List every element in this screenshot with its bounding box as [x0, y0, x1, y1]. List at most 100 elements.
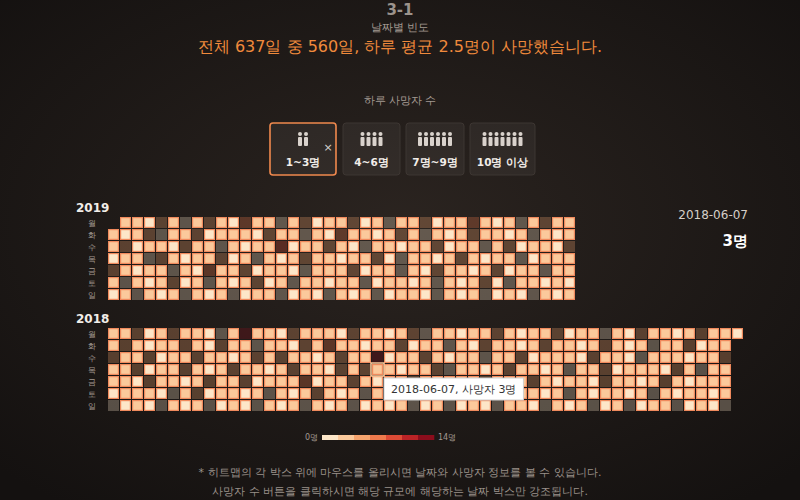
- day-cell[interactable]: [660, 376, 671, 387]
- day-cell[interactable]: [373, 278, 383, 288]
- day-cell[interactable]: [325, 377, 335, 387]
- day-cell[interactable]: [553, 365, 563, 375]
- day-cell[interactable]: [516, 352, 527, 363]
- day-cell[interactable]: [529, 266, 539, 276]
- day-cell[interactable]: [241, 401, 251, 411]
- day-cell[interactable]: [397, 401, 407, 411]
- day-cell[interactable]: [133, 254, 143, 264]
- day-cell[interactable]: [157, 353, 167, 363]
- day-cell[interactable]: [156, 400, 167, 411]
- day-cell[interactable]: [132, 364, 143, 375]
- day-cell[interactable]: [673, 329, 683, 339]
- day-cell[interactable]: [265, 329, 275, 339]
- day-cell[interactable]: [325, 389, 335, 399]
- day-cell[interactable]: [505, 254, 515, 264]
- day-cell[interactable]: [720, 400, 731, 411]
- day-cell[interactable]: [672, 400, 683, 411]
- day-cell[interactable]: [109, 242, 119, 252]
- day-cell[interactable]: [661, 365, 671, 375]
- day-cell[interactable]: [157, 377, 167, 387]
- day-cell[interactable]: [229, 341, 239, 351]
- day-cell[interactable]: [421, 278, 431, 288]
- day-cell[interactable]: [181, 266, 191, 276]
- day-cell[interactable]: [241, 365, 251, 375]
- day-cell[interactable]: [277, 401, 287, 411]
- day-cell[interactable]: [265, 242, 275, 252]
- day-cell[interactable]: [168, 328, 179, 339]
- day-cell[interactable]: [564, 388, 575, 399]
- day-cell[interactable]: [432, 364, 443, 375]
- day-cell[interactable]: [589, 389, 599, 399]
- day-cell[interactable]: [492, 400, 503, 411]
- day-cell[interactable]: [360, 277, 371, 288]
- day-cell[interactable]: [685, 365, 695, 375]
- day-cell[interactable]: [613, 329, 623, 339]
- day-cell[interactable]: [349, 254, 359, 264]
- day-cell[interactable]: [240, 376, 251, 387]
- day-cell[interactable]: [181, 278, 191, 288]
- day-cell[interactable]: [193, 401, 203, 411]
- day-cell[interactable]: [109, 341, 119, 351]
- day-cell[interactable]: [360, 364, 371, 375]
- day-cell[interactable]: [133, 389, 143, 399]
- day-cell[interactable]: [685, 353, 695, 363]
- day-cell[interactable]: [468, 229, 479, 240]
- day-cell[interactable]: [517, 230, 527, 240]
- day-cell[interactable]: [169, 401, 179, 411]
- day-cell[interactable]: [193, 329, 203, 339]
- day-cell[interactable]: [721, 377, 731, 387]
- day-cell[interactable]: [300, 253, 311, 264]
- day-cell[interactable]: [312, 388, 323, 399]
- day-cell[interactable]: [541, 377, 551, 387]
- day-cell[interactable]: [493, 230, 503, 240]
- day-cell[interactable]: [289, 218, 299, 228]
- day-cell[interactable]: [517, 341, 527, 351]
- day-cell[interactable]: [493, 218, 503, 228]
- day-cell[interactable]: [337, 401, 347, 411]
- filter-button-box[interactable]: [270, 123, 336, 175]
- day-cell[interactable]: [181, 377, 191, 387]
- day-cell[interactable]: [325, 266, 335, 276]
- day-cell[interactable]: [277, 278, 287, 288]
- day-cell[interactable]: [565, 218, 575, 228]
- day-cell[interactable]: [433, 353, 443, 363]
- day-cell[interactable]: [241, 353, 251, 363]
- day-cell[interactable]: [205, 365, 215, 375]
- day-cell[interactable]: [421, 242, 431, 252]
- day-cell[interactable]: [289, 353, 299, 363]
- day-cell[interactable]: [241, 278, 251, 288]
- day-cell[interactable]: [192, 388, 203, 399]
- day-cell[interactable]: [325, 278, 335, 288]
- day-cell[interactable]: [408, 400, 419, 411]
- day-cell[interactable]: [325, 230, 335, 240]
- day-cell[interactable]: [253, 377, 263, 387]
- day-cell[interactable]: [360, 388, 371, 399]
- day-cell[interactable]: [337, 389, 347, 399]
- day-cell[interactable]: [133, 353, 143, 363]
- day-cell[interactable]: [385, 401, 395, 411]
- day-cell[interactable]: [325, 218, 335, 228]
- day-cell[interactable]: [649, 329, 659, 339]
- day-cell[interactable]: [169, 377, 179, 387]
- day-cell[interactable]: [361, 401, 371, 411]
- day-cell[interactable]: [613, 341, 623, 351]
- day-cell[interactable]: [205, 230, 215, 240]
- day-cell[interactable]: [337, 341, 347, 351]
- day-cell[interactable]: [349, 230, 359, 240]
- day-cell[interactable]: [685, 389, 695, 399]
- day-cell[interactable]: [349, 365, 359, 375]
- day-cell[interactable]: [193, 341, 203, 351]
- day-cell[interactable]: [180, 289, 191, 300]
- day-cell[interactable]: [457, 341, 467, 351]
- day-cell[interactable]: [517, 242, 527, 252]
- day-cell[interactable]: [361, 377, 371, 387]
- day-cell[interactable]: [181, 254, 191, 264]
- day-cell[interactable]: [733, 329, 743, 339]
- day-cell[interactable]: [193, 254, 203, 264]
- day-cell[interactable]: [385, 365, 395, 375]
- day-cell[interactable]: [565, 230, 575, 240]
- day-cell[interactable]: [529, 389, 539, 399]
- day-cell[interactable]: [313, 329, 323, 339]
- day-cell[interactable]: [313, 254, 323, 264]
- day-cell[interactable]: [529, 329, 539, 339]
